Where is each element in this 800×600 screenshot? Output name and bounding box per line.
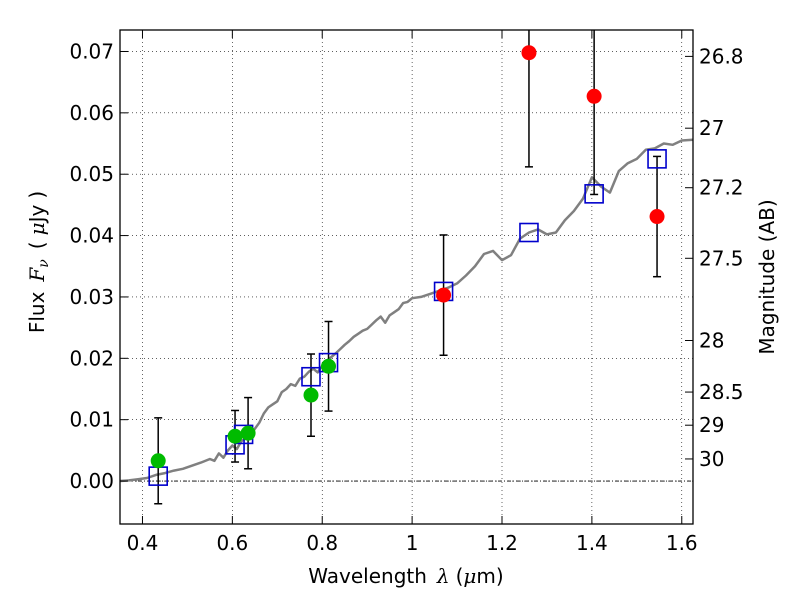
detection-point [303, 387, 319, 403]
x-tick-label: 0.8 [306, 531, 338, 555]
y-axis-title: Flux Fν ( μJy) [25, 191, 52, 333]
x-axis-title-unit-rest: m) [476, 564, 503, 588]
x-tick-label: 1.2 [486, 531, 518, 555]
y-tick-label: 0.06 [69, 101, 114, 125]
upper-limit-point [436, 287, 452, 303]
x-axis-title-symbol: λ [436, 564, 450, 588]
y-axis-title-unit-rest: Jy [25, 204, 49, 224]
model-photometry-square [301, 366, 321, 387]
detection-point [150, 453, 166, 469]
mag-tick-label: 26.8 [699, 44, 744, 68]
x-tick-label: 1.6 [666, 531, 698, 555]
x-axis-title-unit-mu: μ [463, 564, 476, 588]
mag-tick-label: 27.5 [699, 246, 744, 270]
detection-point [240, 425, 256, 441]
axis-ticks [120, 30, 693, 524]
model-photometry-square [647, 149, 667, 169]
magnitude-tick-labels: 26.8 27 27.2 27.5 28 28.5 29 30 [699, 44, 744, 471]
mag-tick-label: 27 [699, 116, 724, 140]
y-tick-label: 0.03 [69, 285, 114, 309]
template-sed-group [119, 138, 694, 483]
y-axis-title-subscript: ν [36, 259, 52, 268]
model-photometry-square [584, 184, 604, 204]
x-axis-title-unit-open: ( [456, 564, 464, 588]
upper-limit-point [586, 88, 602, 104]
x-tick-label: 0.4 [127, 531, 159, 555]
y-axis-title-unit-open: ( [25, 241, 49, 249]
y-tick-labels: 0.00 0.01 0.02 0.03 0.04 0.05 0.06 0.07 [69, 39, 114, 493]
y-axis-title-unit-mu: μ [25, 222, 49, 235]
detection-point [227, 428, 243, 444]
y-tick-label: 0.01 [69, 408, 114, 432]
y-axis-title-symbol: F [25, 267, 49, 283]
y-tick-label: 0.02 [69, 346, 114, 370]
y-tick-label: 0.05 [69, 162, 114, 186]
y-tick-label: 0.04 [69, 224, 114, 248]
plot-background [120, 30, 693, 524]
data-markers [148, 45, 667, 486]
y-tick-label: 0.00 [69, 469, 114, 493]
plot-frame [119, 29, 694, 525]
x-axis-title: Wavelength λ (μm) [308, 564, 503, 588]
mag-tick-label: 30 [699, 447, 724, 471]
x-tick-labels: 0.4 0.6 0.8 1 1.2 1.4 1.6 [127, 531, 698, 555]
mag-tick-label: 29 [699, 413, 724, 437]
y-right-axis-title: Magnitude (AB) [755, 199, 779, 354]
x-tick-label: 0.6 [216, 531, 248, 555]
y-axis-title-unit-close: ) [25, 191, 49, 199]
template-sed-line [119, 138, 694, 483]
y-axis-title-prefix: Flux [25, 291, 49, 333]
mag-tick-label: 28.5 [699, 380, 744, 404]
upper-limit-point [649, 209, 665, 225]
detection-point [321, 358, 337, 374]
mag-tick-label: 28 [699, 329, 724, 353]
model-photometry-square [519, 222, 539, 243]
mag-tick-label: 27.2 [699, 176, 744, 200]
upper-limit-point [521, 45, 537, 61]
x-tick-label: 1.4 [576, 531, 608, 555]
x-axis-title-prefix: Wavelength [308, 564, 427, 588]
y-tick-label: 0.07 [69, 39, 114, 63]
x-tick-label: 1 [406, 531, 419, 555]
